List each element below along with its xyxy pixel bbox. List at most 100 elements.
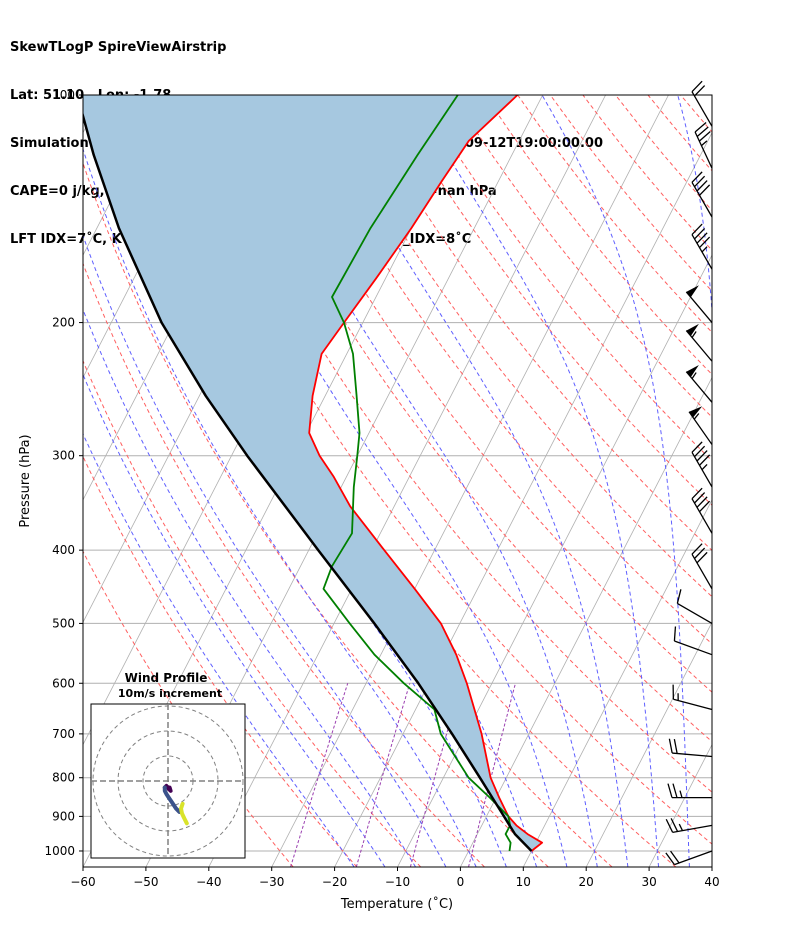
- wind-barb-staff: [677, 602, 713, 624]
- dry-adiabat-line: [321, 95, 712, 598]
- hodograph-subtitle: 10m/s increment: [118, 687, 222, 700]
- profile-series: [83, 95, 543, 852]
- wind-barb-full: [672, 783, 678, 798]
- x-tick-label: −10: [385, 875, 410, 889]
- moist-adiabat-line: [677, 95, 712, 318]
- wind-barb-half: [679, 790, 683, 798]
- wind-barb-staff: [691, 498, 713, 534]
- dry-adiabat-line: [126, 95, 677, 867]
- wind-barb-full: [673, 739, 678, 754]
- wind-barb-full: [699, 454, 711, 466]
- wind-barb-full: [694, 121, 707, 133]
- cape-fill-area: [83, 95, 543, 851]
- wind-barb-staff: [674, 850, 713, 866]
- wind-barb: [665, 850, 713, 866]
- wind-barb-full: [694, 547, 706, 559]
- wind-barb: [685, 285, 713, 323]
- wind-barb-flag: [686, 365, 699, 378]
- isotherm-line: [585, 621, 712, 867]
- moist-adiabat-line: [83, 147, 477, 867]
- wind-barb-half: [701, 246, 708, 253]
- moist-adiabat-line: [541, 95, 690, 867]
- x-tick-label: 20: [579, 875, 594, 889]
- isotherm-line: [648, 743, 712, 867]
- wind-barb-full: [691, 171, 703, 183]
- dry-adiabat-line: [582, 95, 712, 251]
- y-tick-label: 600: [52, 676, 75, 690]
- moist-adiabat-line: [83, 308, 417, 867]
- y-tick-label: 1000: [44, 844, 75, 858]
- moist-adiabat-line: [238, 95, 598, 867]
- wind-barb: [665, 818, 713, 833]
- x-axis-ticks: −60 −50 −40 −30 −20 −10 0 10 20 30 40: [70, 867, 720, 889]
- isotherm-line: [83, 95, 166, 257]
- wind-barb-staff: [673, 698, 713, 711]
- y-axis-ticks: 100 200 300 400 500 600 700 800 900 1000: [44, 88, 83, 858]
- wind-barb-staff: [691, 91, 713, 127]
- x-tick-label: 30: [641, 875, 656, 889]
- moist-adiabat-line: [411, 95, 660, 867]
- x-tick-label: −60: [70, 875, 95, 889]
- wind-barb-flag: [689, 406, 703, 418]
- x-tick-label: 40: [704, 875, 719, 889]
- wind-barb-full: [665, 818, 674, 833]
- wind-barb-full: [691, 441, 703, 453]
- wind-barb-half: [691, 372, 697, 379]
- dry-adiabat-line: [289, 95, 712, 645]
- cape-cin-fill: [83, 95, 543, 851]
- dry-adiabat-line: [93, 95, 613, 867]
- wind-barb-full: [699, 236, 711, 249]
- wind-barb-full: [694, 445, 706, 458]
- moist-adiabat-lines: [83, 95, 712, 867]
- wind-barb: [673, 626, 713, 656]
- isotherm-line: [208, 95, 606, 867]
- wind-barb-full: [696, 450, 708, 462]
- wind-barb: [688, 406, 713, 445]
- parcel-line: [83, 111, 533, 852]
- dry-adiabat-line: [484, 95, 712, 376]
- wind-barb-staff: [691, 182, 713, 218]
- wind-barb-full: [699, 184, 711, 196]
- isotherm-line: [522, 499, 712, 867]
- wind-barb-flag: [686, 285, 699, 298]
- wind-barb: [691, 543, 713, 590]
- wind-barb: [691, 441, 713, 488]
- wind-barb-full: [694, 227, 706, 240]
- wind-barbs: [665, 80, 713, 866]
- wind-barb: [691, 487, 713, 534]
- moist-adiabat-line: [83, 234, 447, 867]
- wind-barb-full: [668, 738, 673, 754]
- wind-barb-full: [691, 223, 703, 236]
- wind-barb-half: [693, 413, 700, 420]
- dry-adiabat-line: [647, 95, 712, 172]
- isotherm-line: [711, 866, 712, 867]
- x-tick-label: 0: [457, 875, 465, 889]
- wind-barb-full: [696, 496, 708, 508]
- wind-barb: [694, 121, 713, 169]
- parcel-line-group: [83, 111, 533, 852]
- dry-adiabat-line: [386, 95, 712, 506]
- title-station: SkewTLogP SpireViewAirstrip: [10, 40, 227, 55]
- x-axis-label: Temperature (˚C): [340, 896, 453, 912]
- wind-barb-staff: [694, 131, 713, 169]
- isotherm-line: [334, 131, 712, 867]
- isotherm-line: [83, 95, 103, 134]
- wind-barb-staff: [685, 291, 713, 323]
- y-tick-label: 200: [52, 316, 75, 330]
- y-tick-label: 700: [52, 727, 75, 741]
- y-tick-label: 800: [52, 771, 75, 785]
- wind-barb-full: [698, 131, 711, 142]
- wind-barb: [685, 323, 713, 362]
- y-tick-label: 900: [52, 809, 75, 823]
- wind-barb-full: [699, 500, 711, 513]
- wind-barb-full: [665, 852, 675, 866]
- dry-adiabat-line: [517, 95, 712, 334]
- wind-barb-staff: [691, 553, 713, 590]
- dewpoint-line: [322, 95, 512, 852]
- wind-barb-full: [691, 543, 703, 555]
- wind-barb: [691, 223, 713, 270]
- y-tick-label: 400: [52, 543, 75, 557]
- wind-barb-full: [670, 850, 680, 864]
- wind-barb-staff: [674, 640, 713, 656]
